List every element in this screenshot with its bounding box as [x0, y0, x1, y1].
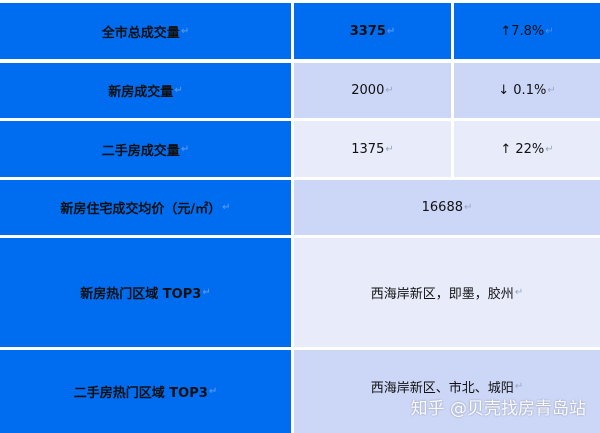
second-hand-volume-value: 1375 ↵ — [294, 121, 451, 177]
row-label-total-volume: 全市总成交量 ↵ — [0, 3, 291, 59]
row-label-second-hand-volume: 二手房成交量 ↵ — [0, 121, 291, 177]
second-hand-volume-change: ↑ 22% ↵ — [454, 121, 600, 177]
avg-price-value: 16688 ↵ — [294, 180, 600, 235]
change-text: ↑ 22% — [500, 141, 545, 157]
row-label-new-house-volume: 新房成交量 ↵ — [0, 63, 291, 118]
return-mark-icon: ↵ — [547, 85, 556, 96]
second-hand-top3-value: 西海岸新区、市北、城阳 ↵ — [294, 350, 600, 433]
return-mark-icon: ↵ — [514, 381, 524, 392]
value-text: 西海岸新区，即墨，胶州 — [370, 287, 514, 302]
return-mark-icon: ↵ — [385, 85, 394, 96]
value-text: 2000 — [351, 83, 385, 98]
change-text: ↓ 0.1% — [498, 83, 547, 98]
change-text: ↑7.8% — [500, 23, 545, 39]
return-mark-icon: ↵ — [180, 143, 190, 155]
label-text: 全市总成交量 — [101, 25, 180, 41]
label-text: 新房住宅成交均价（元/㎡） — [60, 202, 222, 217]
total-volume-value: 3375 ↵ — [294, 3, 451, 59]
return-mark-icon: ↵ — [545, 25, 554, 37]
return-mark-icon: ↵ — [174, 85, 183, 96]
label-text: 二手房热门区域 TOP3 — [73, 386, 208, 401]
return-mark-icon: ↵ — [463, 202, 473, 213]
return-mark-icon: ↵ — [180, 25, 190, 37]
new-house-volume-value: 2000 ↵ — [294, 63, 451, 118]
row-label-new-house-top3: 新房热门区域 TOP3 ↵ — [0, 238, 291, 347]
row-label-second-hand-top3: 二手房热门区域 TOP3 ↵ — [0, 350, 291, 433]
value-text: 1375 — [351, 141, 385, 157]
value-text: 西海岸新区、市北、城阳 — [370, 381, 514, 396]
return-mark-icon: ↵ — [202, 287, 211, 298]
return-mark-icon: ↵ — [208, 386, 218, 397]
return-mark-icon: ↵ — [222, 202, 231, 213]
total-volume-change: ↑7.8% ↵ — [454, 3, 600, 59]
new-house-volume-change: ↓ 0.1% ↵ — [454, 63, 600, 118]
label-text: 新房热门区域 TOP3 — [80, 287, 202, 302]
value-text: 16688 — [421, 200, 463, 215]
value-text: 3375 — [349, 23, 386, 39]
label-text: 新房成交量 — [108, 85, 174, 100]
new-house-top3-value: 西海岸新区，即墨，胶州 ↵ — [294, 238, 600, 347]
watermark: 知乎 @贝壳找房青岛站 — [410, 399, 586, 419]
return-mark-icon: ↵ — [545, 143, 554, 155]
return-mark-icon: ↵ — [386, 25, 396, 37]
label-text: 二手房成交量 — [101, 143, 180, 159]
row-label-avg-price: 新房住宅成交均价（元/㎡） ↵ — [0, 180, 291, 235]
return-mark-icon: ↵ — [514, 287, 524, 298]
return-mark-icon: ↵ — [385, 143, 394, 155]
